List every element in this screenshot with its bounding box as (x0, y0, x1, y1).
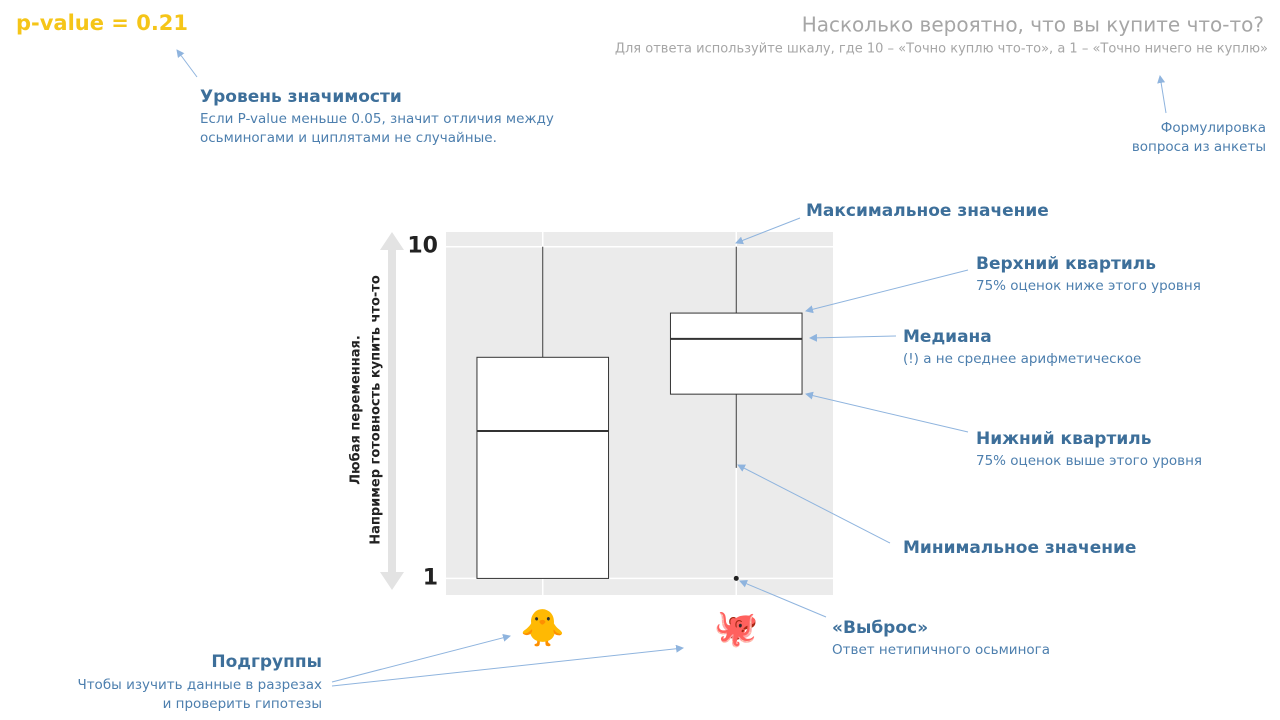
arrows (176, 49, 1167, 687)
annotation-title: Минимальное значение (903, 538, 1136, 558)
annotation-text: вопроса из анкеты (1132, 139, 1266, 155)
annotation-title: Нижний квартиль (976, 429, 1151, 449)
box (669, 312, 803, 395)
y-arrow (380, 232, 404, 590)
annotation-text: Если P-value меньше 0.05, значит отличия… (200, 111, 554, 127)
y-tick-label: 1 (423, 565, 438, 590)
annotation-title: Медиана (903, 327, 992, 347)
annotation-title: Максимальное значение (806, 201, 1049, 221)
y-label: Любая переменная. (349, 335, 364, 485)
annotation-title: Верхний квартиль (976, 254, 1156, 274)
annotation-text: Чтобы изучить данные в разрезах (77, 677, 322, 693)
annotation-text: Формулировка (1161, 120, 1266, 136)
annotation-title: Уровень значимости (200, 87, 402, 107)
x-tick-label: 🐥 (520, 607, 565, 649)
subtitle: Для ответа используйте шкалу, где 10 – «… (615, 42, 1268, 57)
box (476, 356, 610, 579)
annotation-text: (!) а не среднее арифметическое (903, 351, 1141, 367)
y-label: Например готовность купить что-то (369, 275, 384, 545)
annotation-text: 75% оценок выше этого уровня (976, 453, 1202, 469)
annotation-text: осьминогами и циплятами не случайные. (200, 130, 497, 146)
annotation-text: Ответ нетипичного осьминога (832, 642, 1050, 658)
x-tick-label: 🐙 (714, 608, 759, 649)
annotation-title: «Выброс» (832, 618, 928, 638)
annotation-text: и проверить гипотезы (163, 696, 322, 712)
outlier (733, 575, 739, 581)
p-value: p-value = 0.21 (16, 11, 188, 35)
annotation-text: 75% оценок ниже этого уровня (976, 278, 1201, 294)
annotation-title: Подгруппы (211, 652, 322, 672)
title: Насколько вероятно, что вы купите что-то… (802, 13, 1264, 37)
y-tick-label: 10 (407, 234, 438, 259)
